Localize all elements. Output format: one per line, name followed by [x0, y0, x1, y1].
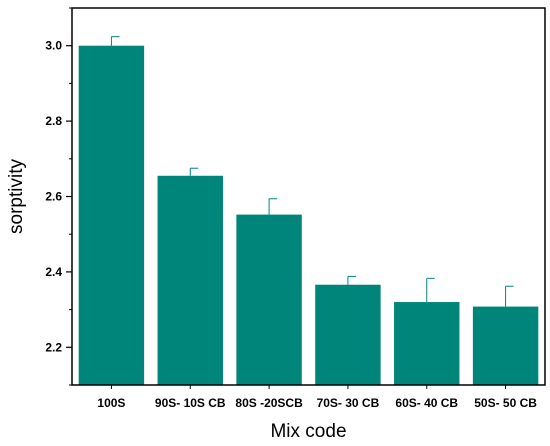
x-axis-labels: 100S 90S- 10S CB 80S -20SCB 70S- 30 CB 60S- … — [97, 396, 537, 410]
y-axis-ticks: 2.2 2.4 2.6 2.8 3.0 — [45, 7, 507, 389]
y-tick-label: 3.0 — [45, 39, 62, 53]
x-tick-label: 80S -20SCB — [235, 396, 303, 410]
y-tick-label: 2.8 — [45, 114, 62, 128]
y-tick-label: 2.6 — [45, 190, 62, 204]
x-tick-label: 90S- 10S CB — [155, 396, 226, 410]
y-axis-title: sorptivity — [6, 159, 27, 234]
y-tick-label: 2.4 — [45, 265, 62, 279]
y-tick-label: 2.2 — [45, 340, 62, 354]
x-tick-label: 50S- 50 CB — [474, 396, 537, 410]
bar-3 — [236, 214, 302, 385]
x-tick-label: 70S- 30 CB — [317, 396, 380, 410]
x-tick-label: 100S — [97, 396, 125, 410]
x-axis-title: Mix code — [270, 421, 346, 442]
bar-4 — [315, 284, 381, 385]
bar-6 — [472, 306, 539, 385]
bars — [78, 45, 539, 385]
error-bars — [110, 36, 514, 307]
bar-1 — [78, 45, 145, 385]
bar-5 — [394, 302, 460, 385]
x-tick-label: 60S- 40 CB — [395, 396, 458, 410]
bar-2 — [157, 175, 223, 385]
